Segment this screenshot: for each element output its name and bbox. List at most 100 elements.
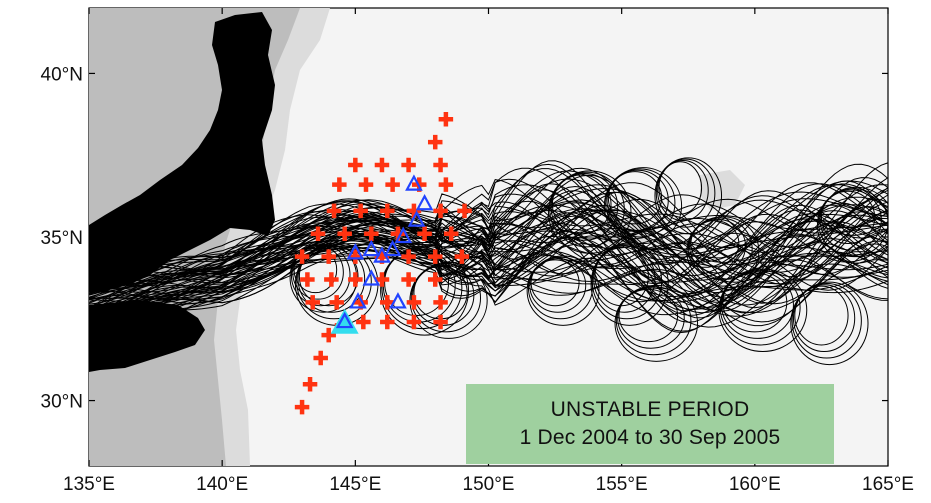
path-trajectory <box>89 183 888 305</box>
period-legend: UNSTABLE PERIOD 1 Dec 2004 to 30 Sep 200… <box>466 384 834 464</box>
kuroshio-path-trajectories <box>89 157 888 366</box>
path-trajectory <box>89 209 888 304</box>
path-trajectory <box>89 238 888 325</box>
eddy-loop <box>816 186 888 264</box>
station-marker <box>305 295 320 310</box>
eddy-loop <box>657 159 709 222</box>
eddy-loop <box>686 216 760 287</box>
mooring-marker <box>349 292 367 309</box>
x-tick-label: 145°E <box>329 474 381 495</box>
station-marker <box>427 249 443 264</box>
station-marker <box>332 177 347 192</box>
station-marker <box>348 272 363 287</box>
eddy-loop <box>550 173 619 241</box>
eddy-loop <box>293 246 338 294</box>
mooring-marker <box>362 269 381 286</box>
path-trajectory <box>89 185 888 309</box>
path-trajectory <box>89 183 888 296</box>
mooring-marker <box>415 193 434 211</box>
eddy-loop <box>790 281 869 366</box>
eddy-loop <box>791 282 862 359</box>
mooring-marker <box>389 292 407 309</box>
station-marker <box>294 399 310 415</box>
mooring-marker <box>346 243 365 260</box>
eddy-loop <box>658 161 703 215</box>
eddy-loop <box>794 285 849 346</box>
station-marker <box>358 177 374 192</box>
path-trajectory <box>89 240 888 328</box>
path-trajectory <box>89 167 888 275</box>
station-marker <box>348 249 363 264</box>
station-marker <box>324 272 339 287</box>
station-marker <box>364 226 379 241</box>
station-marker <box>406 295 422 310</box>
eddy-loop <box>820 190 876 245</box>
eddy-loop <box>549 171 625 248</box>
eddy-loop <box>721 271 794 339</box>
station-marker <box>438 111 454 127</box>
eddy-loop <box>689 218 747 274</box>
station-marker <box>406 314 422 330</box>
station-marker <box>353 203 368 219</box>
eddy-loop <box>722 272 788 333</box>
path-trajectory <box>89 230 888 334</box>
station-marker <box>385 177 400 192</box>
axis-ticks: 135°E 140°E 145°E 150°E 155°E 160°E 165°E 30°N 3… <box>41 8 914 495</box>
mooring-marker <box>407 210 426 227</box>
eddy-loop <box>617 287 685 349</box>
station-marker <box>417 226 432 241</box>
eddy-loop <box>654 157 723 235</box>
station-marker <box>374 157 390 173</box>
eddy-loop <box>591 243 663 320</box>
mooring-marker <box>405 174 423 191</box>
station-marker <box>438 177 454 192</box>
station-marker <box>433 314 448 330</box>
station-marker <box>321 249 336 264</box>
eddy-loop <box>290 243 351 307</box>
station-marker <box>380 295 395 310</box>
eddy-loop <box>551 174 612 235</box>
path-trajectory <box>89 243 888 322</box>
eddy-loop <box>818 188 888 258</box>
eddy-loop <box>547 170 632 254</box>
station-marker <box>329 295 344 310</box>
path-trajectory <box>89 174 888 299</box>
x-tick-label: 140°E <box>196 474 248 495</box>
y-tick-label: 35°N <box>41 228 83 249</box>
path-trajectory <box>89 170 888 288</box>
eddy-loop <box>594 246 649 307</box>
eddy-loop <box>655 158 716 228</box>
mooring-marker <box>362 239 381 257</box>
station-marker <box>300 272 315 287</box>
eddy-loop <box>607 171 663 225</box>
station-marker <box>326 203 342 219</box>
station-marker <box>433 295 448 310</box>
path-trajectory <box>89 231 888 325</box>
station-marker <box>380 203 395 219</box>
station-markers <box>294 111 472 415</box>
station-marker <box>406 203 422 219</box>
eddy-loop <box>298 246 359 307</box>
x-tick-label: 155°E <box>596 474 648 495</box>
path-trajectory <box>89 168 888 282</box>
station-marker <box>356 314 371 330</box>
eddy-loop <box>719 269 801 346</box>
station-marker <box>294 249 310 264</box>
station-marker <box>457 203 472 219</box>
path-trajectory <box>89 194 888 298</box>
station-marker <box>337 226 352 241</box>
path-trajectory <box>89 212 888 304</box>
eddy-loop <box>590 242 669 326</box>
x-tick-label: 135°E <box>63 474 115 495</box>
station-marker <box>443 226 459 241</box>
x-tick-label: 150°E <box>463 474 515 495</box>
path-trajectory <box>89 177 888 299</box>
mooring-markers <box>330 174 434 334</box>
eddy-loop <box>603 167 683 245</box>
eddy-loop <box>380 245 470 336</box>
station-marker <box>321 327 336 343</box>
eddy-loop <box>529 258 587 313</box>
station-marker <box>313 350 328 366</box>
x-tick-label: 160°E <box>729 474 781 495</box>
